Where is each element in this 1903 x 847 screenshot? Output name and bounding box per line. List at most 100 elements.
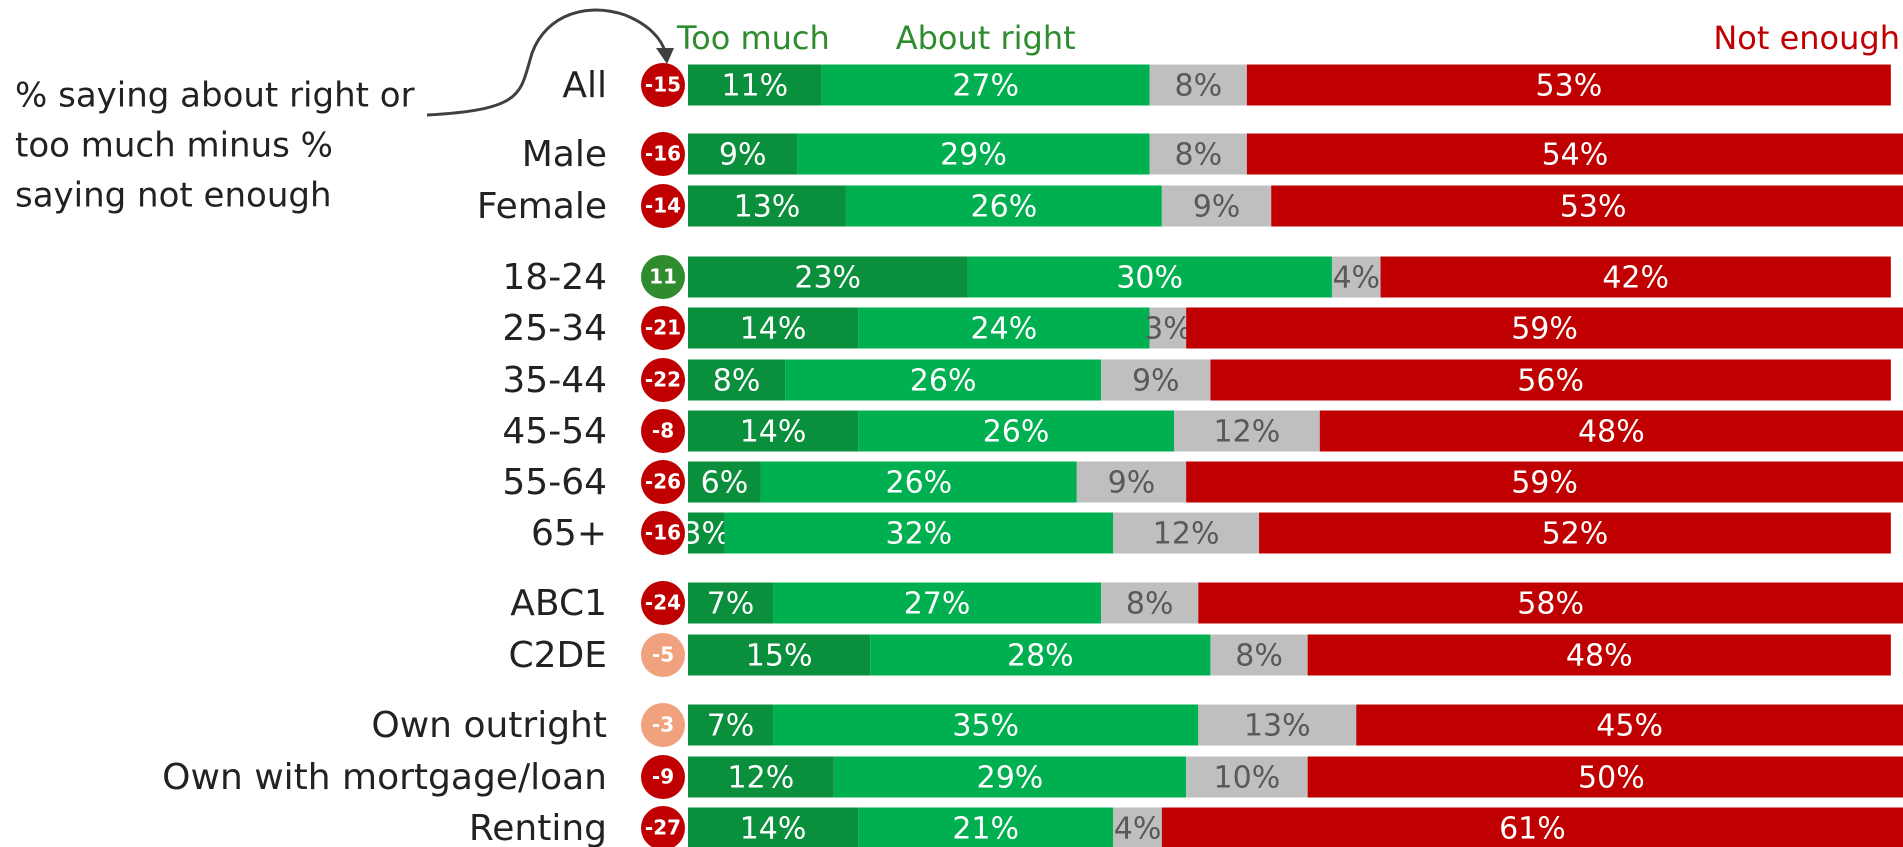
value-label: 8% (1175, 69, 1223, 104)
legend-label: Not enough (1713, 19, 1900, 57)
bar-segment (1113, 512, 1260, 554)
bar-segment (760, 461, 1077, 503)
bar-segment (870, 634, 1211, 676)
bar-segment (1307, 756, 1903, 798)
net-circle (641, 511, 685, 555)
value-label: 50% (1578, 761, 1645, 796)
value-label: 10% (1214, 761, 1281, 796)
value-label: 26% (971, 190, 1038, 225)
bar-segment (1246, 64, 1891, 106)
value-label: 59% (1511, 466, 1578, 501)
bar-segment (1307, 634, 1891, 676)
bar-segment (821, 64, 1150, 106)
bar-segment (688, 410, 859, 452)
net-circle (641, 633, 685, 677)
bar-segment (1259, 512, 1891, 554)
value-label: 14% (740, 312, 807, 347)
value-label: 21% (952, 812, 1019, 847)
value-label: 28% (1007, 639, 1074, 674)
value-label: 45% (1596, 709, 1663, 744)
value-label: 48% (1578, 415, 1645, 450)
bar-segment (773, 704, 1199, 746)
bar-segment (1149, 133, 1247, 175)
bar-segment (858, 307, 1150, 349)
category-label: All (562, 65, 607, 106)
bar-segment (688, 704, 774, 746)
arrow-head (656, 48, 674, 64)
annotation: % saying about right or (15, 76, 415, 116)
net-circle (641, 806, 685, 847)
value-label: 56% (1517, 364, 1584, 399)
value-label: 26% (910, 364, 977, 399)
bar-segment (1210, 634, 1308, 676)
net-label: -3 (652, 713, 674, 737)
value-label: 4% (1114, 812, 1162, 847)
value-label: 6% (701, 466, 749, 501)
bar-segment (1356, 704, 1903, 746)
annotation: saying not enough (15, 176, 332, 216)
net-circle (641, 460, 685, 504)
value-label: 3% (682, 517, 730, 552)
net-circle (641, 184, 685, 228)
value-label: 15% (746, 639, 813, 674)
bar-segment (797, 133, 1150, 175)
bar-segment (1246, 133, 1903, 175)
value-label: 61% (1499, 812, 1566, 847)
category-label: 25-34 (502, 308, 607, 349)
net-circle (641, 409, 685, 453)
bar-segment (688, 634, 871, 676)
bar-segment (1174, 410, 1320, 452)
value-label: 12% (1153, 517, 1220, 552)
value-label: 27% (952, 69, 1019, 104)
bar-segment (1186, 756, 1308, 798)
net-label: -21 (645, 316, 681, 340)
net-label: -9 (652, 765, 674, 789)
category-label: 55-64 (502, 462, 607, 503)
category-label: Male (522, 134, 607, 175)
value-label: 9% (1132, 364, 1180, 399)
bar-segment (1161, 807, 1903, 847)
bar-segment (688, 133, 798, 175)
value-label: 35% (952, 709, 1019, 744)
bar-segment (1186, 307, 1903, 349)
value-label: 29% (940, 138, 1007, 173)
bar-segment (1198, 704, 1357, 746)
bar-segment (1149, 64, 1247, 106)
category-label: C2DE (508, 635, 607, 676)
annotation-arrow (426, 8, 667, 117)
bar-segment (688, 582, 774, 624)
value-label: 9% (719, 138, 767, 173)
value-label: 8% (1175, 138, 1223, 173)
bar-segment (858, 410, 1174, 452)
bar-segment (1101, 359, 1211, 401)
category-label: 35-44 (502, 360, 607, 401)
bar-segment (1198, 582, 1903, 624)
category-label: 45-54 (502, 411, 607, 452)
net-circle (641, 132, 685, 176)
bar-segment (688, 807, 859, 847)
value-label: 9% (1193, 190, 1241, 225)
net-label: -14 (645, 194, 681, 218)
value-label: 14% (740, 415, 807, 450)
bar-segment (1113, 807, 1162, 847)
net-label: -5 (652, 643, 674, 667)
bar-segment (1149, 307, 1187, 349)
bar-segment (1319, 410, 1903, 452)
net-circle (641, 358, 685, 402)
value-label: 7% (707, 709, 755, 744)
net-label: -15 (645, 73, 681, 97)
bar-segment (1271, 185, 1903, 227)
net-circle (641, 306, 685, 350)
value-label: 26% (886, 466, 953, 501)
bar-segment (688, 359, 786, 401)
category-label: Renting (469, 808, 607, 847)
net-label: -27 (645, 816, 681, 840)
category-label: 18-24 (502, 257, 607, 298)
category-label: Own with mortgage/loan (162, 757, 607, 798)
value-label: 52% (1542, 517, 1609, 552)
bar-segment (1161, 185, 1272, 227)
value-label: 8% (1235, 639, 1283, 674)
value-label: 23% (794, 261, 861, 296)
bar-segment (833, 756, 1187, 798)
